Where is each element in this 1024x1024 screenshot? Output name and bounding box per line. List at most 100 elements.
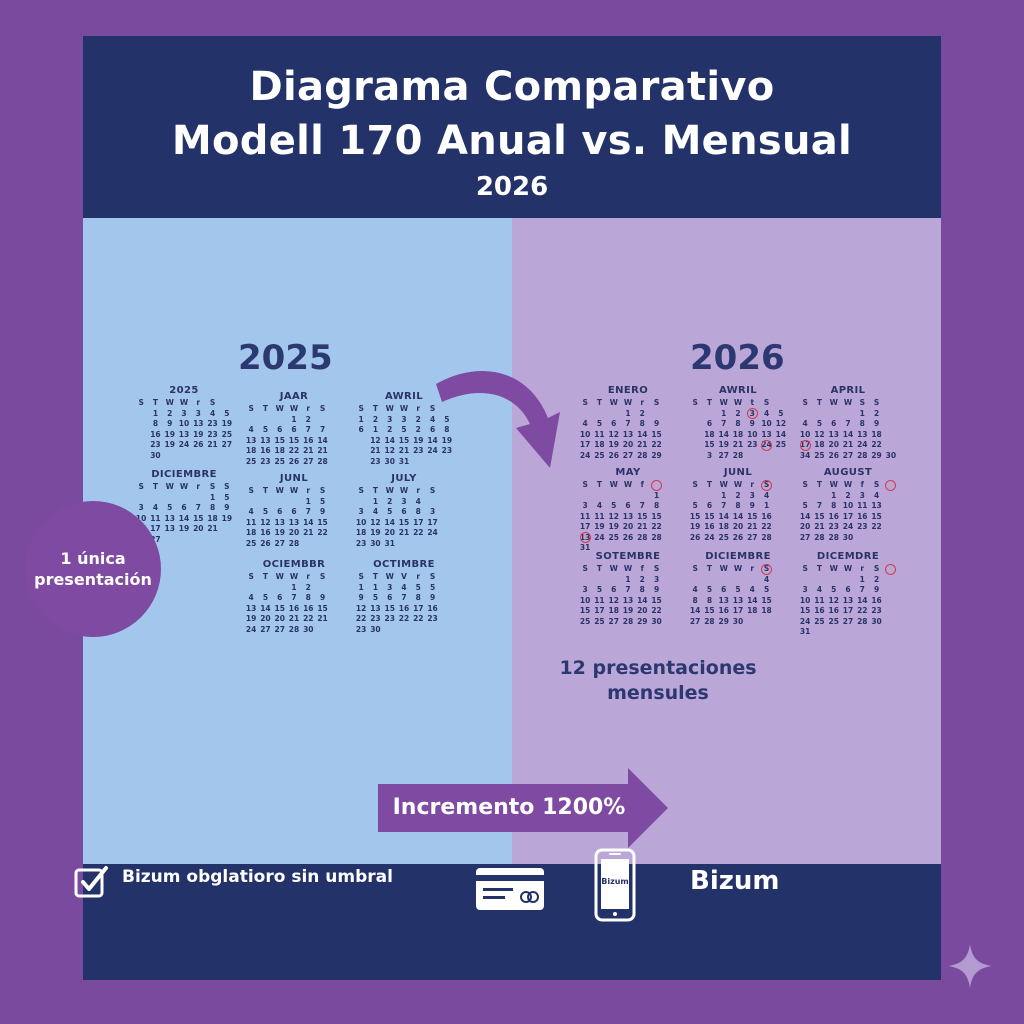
calendar-day: 11 — [579, 511, 591, 521]
calendar-day: 3 — [706, 450, 713, 460]
calendar-day: r — [196, 398, 201, 407]
calendar-day: 21 — [398, 528, 410, 537]
calendar-day — [884, 533, 898, 544]
calendar-day: 9 — [873, 419, 880, 428]
calendar-day: 24 — [704, 532, 715, 542]
calendar-day: 23 — [384, 614, 395, 623]
calendar-day: 3 — [802, 585, 808, 594]
calendar-day: 16 — [260, 528, 271, 537]
calendar-day — [425, 497, 439, 508]
calendar-day — [440, 518, 454, 529]
calendar-day: 10 — [799, 595, 811, 605]
calendar-day — [664, 430, 678, 441]
calendar-day: 15 — [799, 606, 811, 615]
calendar-day — [148, 493, 162, 504]
calendar-day — [244, 583, 258, 594]
calendar-day: 14 — [732, 511, 744, 521]
calendar-day: 1 — [209, 492, 216, 502]
calendar-day: 14 — [842, 429, 854, 439]
calendar-day: 16 — [761, 511, 772, 521]
calendar-day: T — [706, 564, 712, 573]
calendar-day — [702, 491, 716, 502]
calendar-day: 28 — [732, 450, 744, 460]
calendar-day: W — [829, 564, 838, 573]
calendar-day: 18 — [761, 606, 772, 615]
calendar-day: 15 — [814, 511, 825, 521]
calendar-day: S — [319, 486, 326, 495]
calendar-day — [827, 575, 841, 586]
calendar-day: 17 — [732, 606, 744, 615]
calendar-day — [330, 604, 344, 615]
calendar-day — [330, 593, 344, 604]
calendar-day: r — [416, 404, 421, 413]
calendar-day — [440, 583, 454, 594]
calendar-day: S — [859, 398, 865, 407]
calendar-day: 20 — [622, 522, 634, 531]
calendar-day: 17 — [842, 606, 854, 615]
calendar-day: 11 — [814, 595, 825, 605]
calendar-day: 3 — [745, 408, 759, 420]
calendar-day: 26 — [288, 456, 300, 466]
calendar-day — [330, 614, 344, 625]
calendar-day: W — [399, 486, 409, 495]
calendar-day: 7 — [625, 419, 631, 428]
calendar-day: S — [653, 564, 660, 573]
calendar-day: 4 — [372, 507, 379, 516]
calendar-day: 6 — [831, 419, 837, 428]
bizum-brand: Bizum — [690, 866, 780, 896]
calendar-day: 5 — [596, 585, 603, 594]
calendar-day: 7 — [195, 503, 201, 512]
calendar-day: 16 — [427, 603, 438, 613]
calendar-day: 19 — [221, 419, 233, 428]
calendar-day: 1 — [372, 582, 379, 592]
calendar-day: 8 — [444, 425, 450, 434]
calendar-day — [592, 491, 606, 502]
calendar-day: 12 — [608, 429, 619, 439]
calendar-day: 14 — [637, 429, 648, 439]
calendar-day: 23 — [857, 522, 868, 531]
calendar-day: 25 — [245, 456, 257, 466]
calendar-day: 21 — [637, 440, 648, 449]
calendar-day: 27 — [842, 450, 854, 460]
calendar-day — [330, 625, 344, 636]
calendar-day: 22 — [355, 614, 367, 623]
calendar-day: 10 — [178, 419, 190, 428]
calendar-day: 15 — [704, 440, 715, 449]
calendar-day: 13 — [761, 429, 772, 439]
calendar-day — [664, 419, 678, 430]
calendar-day: W — [719, 564, 728, 573]
calendar-day — [330, 404, 344, 415]
calendar-day: 2 — [873, 408, 880, 418]
calendar-day: 8 — [415, 507, 421, 516]
calendar-day: S — [248, 572, 254, 581]
calendar-day: 23 — [355, 538, 367, 548]
calendar-day: W — [843, 564, 853, 573]
calendar-day: 26 — [260, 538, 271, 548]
calendar-day: S — [692, 564, 698, 573]
calendar-day: 21 — [288, 614, 300, 623]
calendar-day: T — [152, 398, 158, 407]
calendar-day: 3 — [387, 582, 393, 592]
calendar-day: 31 — [579, 543, 591, 552]
calendar-day: 10 — [579, 429, 591, 439]
calendar-day — [315, 625, 329, 636]
calendar-day — [635, 491, 649, 502]
calendar-day: 2 — [305, 414, 311, 424]
calendar-day: 4 — [152, 503, 159, 512]
calendar-day: 5 — [763, 585, 770, 594]
calendar-day: 22 — [413, 614, 424, 623]
calendar-day: 15 — [317, 603, 328, 613]
calendar-day: 27 — [274, 624, 285, 634]
calendar-day — [440, 539, 454, 550]
calendar-day: 12 — [260, 517, 271, 527]
calendar-day: 24 — [427, 528, 438, 537]
calendar-day: 18 — [718, 522, 729, 531]
calendar-day: 1 — [372, 425, 379, 434]
calendar-day: 16 — [718, 606, 729, 615]
calendar-day: 19 — [622, 606, 634, 615]
calendar-day: 16 — [398, 603, 410, 613]
calendar-day: T — [706, 480, 712, 489]
